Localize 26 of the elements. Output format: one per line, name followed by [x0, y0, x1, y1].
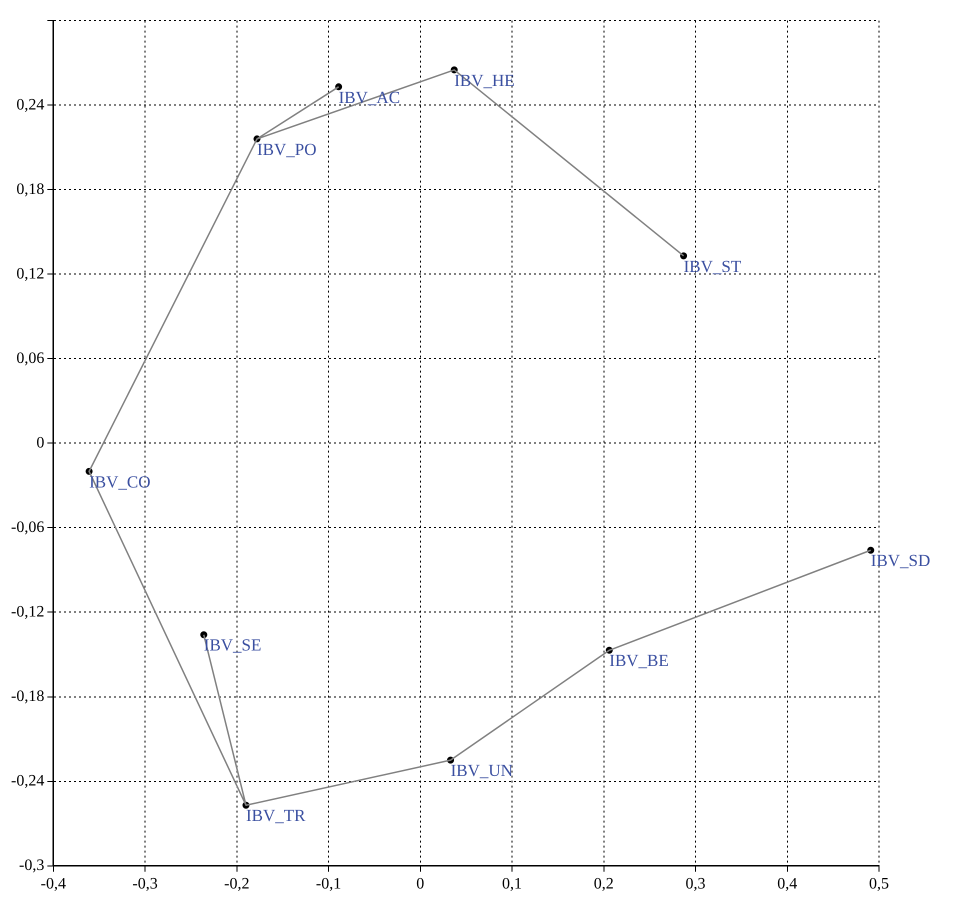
x-tick-label: 0,3 [686, 876, 706, 893]
x-tick-label: 0 [416, 876, 424, 893]
x-tick-label: -0,3 [132, 876, 158, 893]
y-tick-label: 0,18 [16, 180, 44, 198]
x-tick-label: 0,1 [502, 876, 522, 893]
y-tick-label: 0,06 [16, 350, 44, 367]
x-tick-label: 0,5 [869, 876, 889, 893]
annotation: IBV_ST [684, 256, 742, 276]
y-tick-label: 0 [36, 434, 44, 452]
y-tick-label: -0,12 [11, 603, 44, 620]
annotation: IBV_UN [450, 761, 513, 780]
y-tick-label: 0,24 [16, 96, 44, 114]
y-tick-label: -0,3 [19, 857, 44, 874]
x-tick-label: -0,2 [224, 876, 250, 893]
y-tick-label: 0,12 [16, 265, 44, 282]
x-tick-label: -0,4 [40, 876, 66, 893]
y-tick-label: -0,18 [11, 688, 44, 705]
x-tick-label: 0,2 [594, 876, 614, 893]
y-tick-label: -0,24 [11, 772, 44, 790]
annotation: IBV_TR [246, 806, 306, 826]
annotation: IBV_SD [870, 551, 930, 570]
annotation: IBV_BE [609, 651, 669, 670]
y-tick-label: -0,06 [11, 518, 44, 536]
x-tick-label: 0,4 [777, 876, 798, 893]
x-tick-label: -0,1 [316, 876, 342, 893]
annotation: IBV_PO [256, 140, 317, 159]
